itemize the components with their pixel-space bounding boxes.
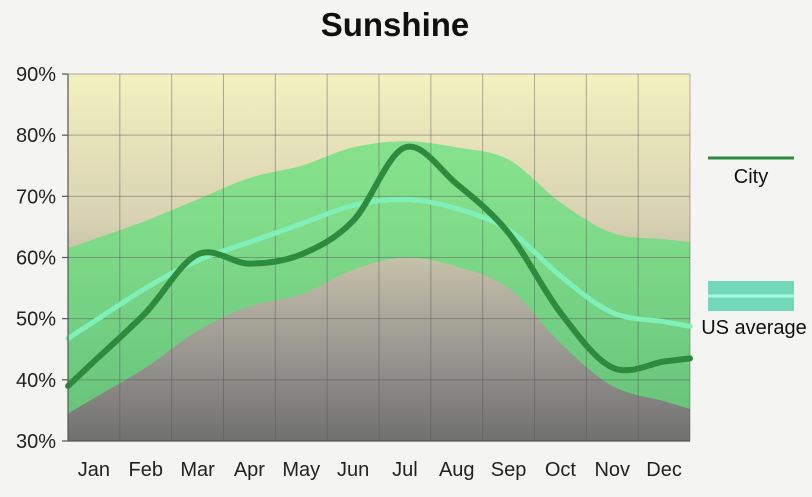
y-tick-label: 40% — [16, 370, 56, 392]
y-tick-label: 80% — [16, 125, 56, 147]
x-tick-label: Jul — [392, 459, 418, 481]
y-tick-label: 60% — [16, 248, 56, 270]
x-tick-label: Apr — [234, 459, 265, 481]
x-tick-label: May — [282, 459, 320, 481]
us-average-line — [65, 196, 693, 341]
x-tick-label: Mar — [180, 459, 215, 481]
x-tick-label: Oct — [545, 459, 577, 481]
y-tick-label: 30% — [16, 431, 56, 453]
x-tick-label: Jan — [78, 459, 110, 481]
y-tick-label: 50% — [16, 309, 56, 331]
x-tick-label: Feb — [129, 459, 163, 481]
legend-city-label: City — [734, 166, 768, 188]
x-tick-label: Sep — [491, 459, 527, 481]
y-tick-label: 70% — [16, 186, 56, 208]
city-line — [65, 143, 693, 389]
x-tick-label: Dec — [646, 459, 682, 481]
legend-us-average-label: US average — [701, 317, 807, 339]
x-tick-label: Nov — [594, 459, 630, 481]
us-average-band — [68, 141, 690, 414]
x-tick-label: Jun — [337, 459, 369, 481]
y-tick-label: 90% — [16, 64, 56, 86]
x-tick-label: Aug — [439, 459, 475, 481]
chart-title: Sunshine — [320, 6, 470, 43]
